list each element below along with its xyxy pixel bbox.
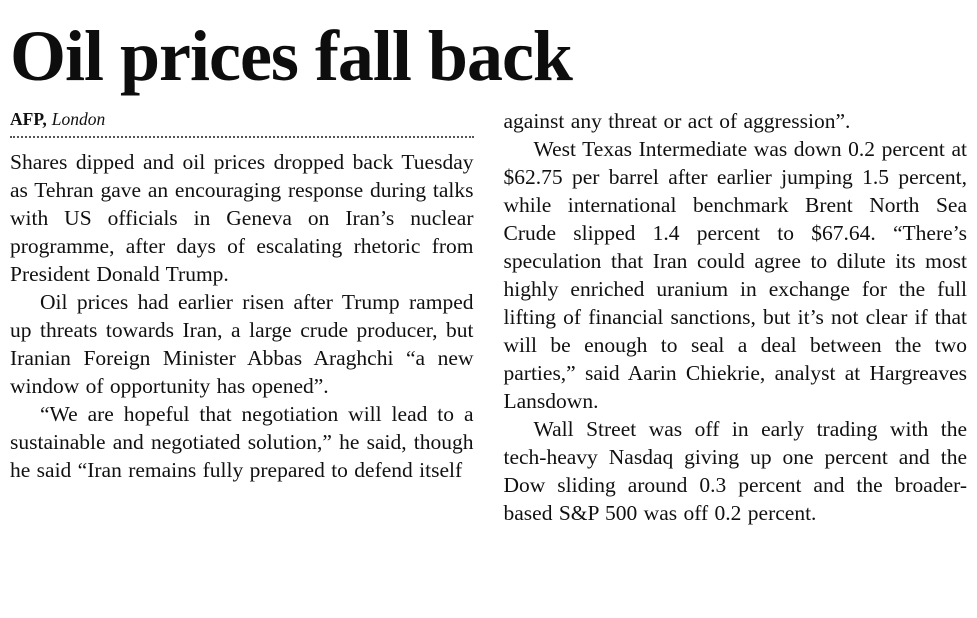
column-left: AFP, London Shares dipped and oil prices … <box>10 107 474 484</box>
column-right: against any threat or act of aggression”… <box>504 107 968 527</box>
article-headline: Oil prices fall back <box>10 16 573 96</box>
byline: AFP, London <box>10 109 474 130</box>
paragraph-left-2: Oil prices had earlier risen after Trump… <box>10 290 474 399</box>
paragraph-left-3: “We are hopeful that negotiation will le… <box>10 402 474 483</box>
paragraph-right-3: Wall Street was off in early trading wit… <box>503 417 968 526</box>
byline-divider <box>10 136 474 139</box>
byline-location: London <box>51 109 106 130</box>
paragraph-right-2: West Texas Intermediate was down 0.2 per… <box>503 137 968 414</box>
paragraph-right-1: against any threat or act of aggression”… <box>503 109 851 134</box>
byline-agency: AFP, <box>10 109 47 130</box>
article-columns: AFP, London Shares dipped and oil prices … <box>10 107 967 527</box>
paragraph-left-1: Shares dipped and oil prices dropped bac… <box>10 150 474 287</box>
